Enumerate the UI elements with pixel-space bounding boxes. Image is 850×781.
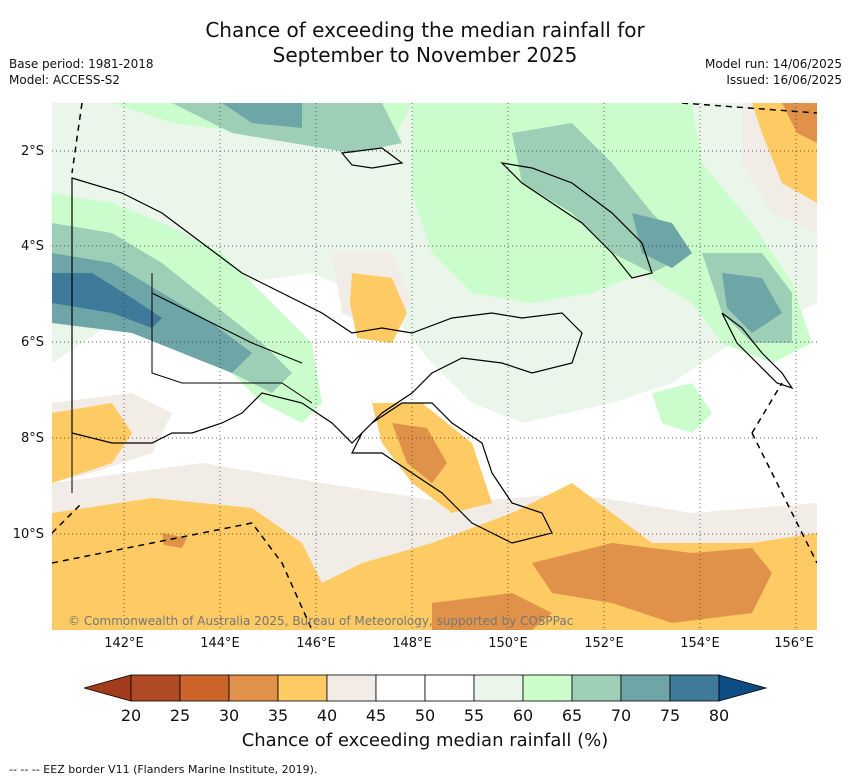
copyright-notice: © Commonwealth of Australia 2025, Bureau… bbox=[68, 614, 574, 628]
title-line-1: Chance of exceeding the median rainfall … bbox=[205, 18, 645, 42]
colorbar-cell bbox=[424, 674, 475, 702]
eez-footnote: -- -- -- EEZ border V11 (Flanders Marine… bbox=[9, 763, 318, 776]
lat-label: 4°S bbox=[20, 239, 44, 254]
issued-date: Issued: 16/06/2025 bbox=[726, 73, 842, 87]
colorbar-tick: 55 bbox=[463, 706, 485, 725]
colorbar-cell bbox=[277, 674, 328, 702]
colorbar-tick: 35 bbox=[267, 706, 289, 725]
colorbar-title: Chance of exceeding median rainfall (%) bbox=[241, 730, 609, 751]
colorbar-cell bbox=[571, 674, 622, 702]
colorbar-cell bbox=[669, 674, 720, 702]
colorbar-tick: 45 bbox=[365, 706, 387, 725]
lon-label: 150°E bbox=[488, 636, 528, 651]
lon-label: 156°E bbox=[774, 636, 814, 651]
colorbar-cell bbox=[179, 674, 230, 702]
lon-label: 144°E bbox=[200, 636, 240, 651]
colorbar-cell bbox=[522, 674, 573, 702]
colorbar-cell bbox=[375, 674, 426, 702]
colorbar-tick: 25 bbox=[169, 706, 191, 725]
colorbar-tick: 40 bbox=[316, 706, 338, 725]
lon-label: 146°E bbox=[296, 636, 336, 651]
meta-right: Model run: 14/06/2025 Issued: 16/06/2025 bbox=[705, 56, 842, 88]
colorbar-cell bbox=[326, 674, 377, 702]
colorbar-cell bbox=[620, 674, 671, 702]
colorbar-under-arrow bbox=[84, 674, 132, 702]
meta-left: Base period: 1981-2018 Model: ACCESS-S2 bbox=[9, 56, 154, 88]
base-period: Base period: 1981-2018 bbox=[9, 57, 154, 71]
colorbar-tick: 50 bbox=[414, 706, 436, 725]
colorbar-tick: 70 bbox=[610, 706, 632, 725]
map-canvas bbox=[52, 103, 817, 630]
colorbar-tick: 75 bbox=[659, 706, 681, 725]
rainfall-map bbox=[52, 103, 817, 630]
model-run: Model run: 14/06/2025 bbox=[704, 57, 842, 71]
colorbar-tick: 60 bbox=[512, 706, 534, 725]
model-name: Model: ACCESS-S2 bbox=[9, 73, 121, 87]
lon-label: 142°E bbox=[104, 636, 144, 651]
lat-label: 2°S bbox=[20, 144, 44, 159]
colorbar-cell bbox=[473, 674, 524, 702]
colorbar-tick: 20 bbox=[120, 706, 142, 725]
colorbar-tick: 65 bbox=[561, 706, 583, 725]
colorbar-over-arrow bbox=[718, 674, 768, 702]
colorbar-cell bbox=[130, 674, 181, 702]
colorbar-cell bbox=[228, 674, 279, 702]
colorbar-tick: 30 bbox=[218, 706, 240, 725]
colorbar-tick: 80 bbox=[708, 706, 730, 725]
lat-label: 10°S bbox=[12, 527, 44, 542]
lat-label: 8°S bbox=[20, 431, 44, 446]
title-line-2: September to November 2025 bbox=[272, 43, 578, 67]
lon-label: 154°E bbox=[680, 636, 720, 651]
colorbar bbox=[84, 674, 768, 702]
lon-label: 152°E bbox=[584, 636, 624, 651]
lon-label: 148°E bbox=[392, 636, 432, 651]
lat-label: 6°S bbox=[20, 335, 44, 350]
map-title: Chance of exceeding the median rainfall … bbox=[0, 18, 850, 68]
